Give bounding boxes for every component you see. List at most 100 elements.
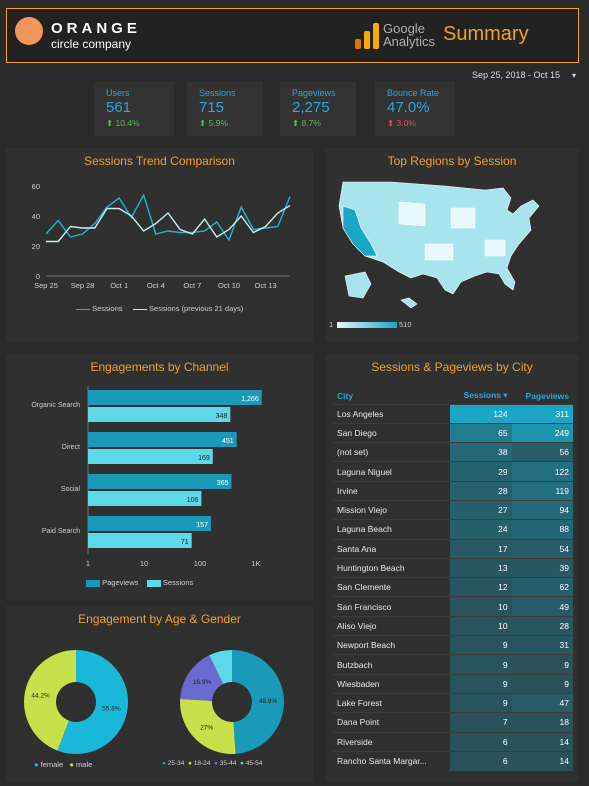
table-row[interactable]: (not set) 38 56	[333, 442, 573, 462]
bar-pageviews	[88, 432, 237, 447]
city-cell: Aliso Viejo	[333, 615, 450, 636]
city-cell: Irvine	[333, 480, 450, 501]
sessions-cell: 27	[449, 499, 512, 520]
table-row[interactable]: Los Angeles 124 311	[333, 403, 573, 424]
sessions-cell: 9	[449, 635, 512, 655]
sessions-cell: 10	[449, 596, 512, 617]
sessions-cell: 9	[449, 654, 512, 675]
date-range-selector[interactable]: Sep 25, 2018 - Oct 15	[472, 70, 561, 80]
pageviews-cell: 54	[511, 538, 573, 559]
city-cell: San Francisco	[333, 596, 450, 617]
age-slice-1	[179, 699, 236, 754]
y-tick-label: 60	[32, 182, 40, 191]
table-row[interactable]: Huntington Beach 13 39	[333, 557, 573, 578]
city-cell: Huntington Beach	[333, 557, 450, 578]
x-tick-label: 100	[194, 559, 207, 568]
sessions-cell: 29	[449, 461, 512, 482]
table-row[interactable]: Wiesbaden 9 9	[333, 673, 573, 694]
age-gender-pies: 55.8% 44.2% 48.9% 27% 16.9%	[24, 650, 285, 754]
table-row[interactable]: San Clemente 12 62	[333, 577, 573, 597]
table-row[interactable]: Laguna Niguel 29 122	[333, 461, 573, 482]
x-tick-label: Sep 28	[71, 281, 95, 290]
table-row[interactable]: San Francisco 10 49	[333, 596, 573, 617]
pageviews-cell: 9	[511, 673, 573, 694]
legend-dot-female: ●	[34, 760, 39, 769]
pageviews-cell: 47	[511, 692, 573, 713]
us-map[interactable]	[325, 148, 579, 342]
age-slice-label: 27%	[200, 725, 213, 732]
city-cell: Laguna Beach	[333, 519, 450, 540]
category-label: Paid Search	[42, 528, 80, 535]
pageviews-cell: 62	[511, 577, 573, 597]
y-tick-label: 20	[32, 242, 40, 251]
table-row[interactable]: Lake Forest 9 47	[333, 692, 573, 713]
category-label: Organic Search	[31, 402, 80, 409]
sessions-cell: 17	[449, 538, 512, 559]
city-cell: Mission Viejo	[333, 499, 450, 520]
x-tick-label: Oct 7	[183, 281, 201, 290]
arrow-up-icon: ⬆	[387, 118, 395, 128]
kpi-pageviews: Pageviews 2,275 ⬆ 8.7%	[280, 82, 356, 136]
bar-sessions	[88, 491, 202, 506]
table-row[interactable]: Dana Point 7 18	[333, 712, 573, 733]
kpi-label: Bounce Rate	[387, 88, 440, 98]
bar-pageviews	[88, 390, 262, 405]
kpi-change: ⬆ 8.7%	[292, 118, 321, 128]
pageviews-cell: 14	[511, 750, 573, 771]
bar-value-label: 365	[217, 480, 229, 487]
age-legend: ● 25-34 ● 18-24 ● 35-44 ● 45-54	[162, 760, 263, 767]
chart-legend: Sessions Sessions (previous 21 days)	[76, 304, 243, 313]
age-slice-0	[232, 650, 285, 754]
pageviews-cell: 122	[511, 461, 573, 482]
col-header-sessions[interactable]: Sessions ▾	[463, 390, 508, 401]
city-cell: Dana Point	[333, 712, 450, 733]
table-row[interactable]: Irvine 28 119	[333, 480, 573, 501]
sessions-cell: 65	[449, 422, 512, 443]
google-analytics-icon	[355, 23, 379, 49]
pageviews-cell: 88	[511, 519, 573, 540]
pageviews-cell: 31	[511, 635, 573, 655]
legend-line-sessions	[76, 308, 90, 310]
age-slice-3	[209, 650, 232, 685]
sessions-cell: 10	[449, 615, 512, 636]
col-header-city[interactable]: City	[337, 390, 354, 401]
table-row[interactable]: San Diego 65 249	[333, 422, 573, 443]
sessions-cell: 7	[449, 712, 512, 733]
table-row[interactable]: Newport Beach 9 31	[333, 635, 573, 655]
kpi-value: 561	[106, 99, 132, 116]
panel-title: Top Regions by Session	[387, 154, 517, 168]
city-cell: Rancho Santa Margar...	[333, 750, 450, 771]
city-cell: (not set)	[333, 442, 450, 462]
pageviews-cell: 119	[511, 480, 573, 501]
sessions-cell: 6	[449, 750, 512, 771]
pageviews-cell: 28	[511, 615, 573, 636]
kpi-label: Sessions	[199, 88, 236, 98]
bar-value-label: 157	[196, 522, 208, 529]
table-row[interactable]: Santa Ana 17 54	[333, 538, 573, 559]
table-row[interactable]: Butzbach 9 9	[333, 654, 573, 675]
bar-value-label: 169	[198, 455, 210, 462]
gender-legend: ● female ● male	[34, 760, 93, 769]
city-cell: Laguna Niguel	[333, 461, 450, 482]
table-row[interactable]: Rancho Santa Margar... 6 14	[333, 750, 573, 771]
x-tick-label: Oct 13	[255, 281, 277, 290]
orange-circle-logo-icon	[15, 17, 43, 45]
table-row[interactable]: Aliso Viejo 10 28	[333, 615, 573, 636]
kpi-bounce-rate: Bounce Rate 47.0% ⬆ 3.0%	[375, 82, 455, 136]
city-cell: Santa Ana	[333, 538, 450, 559]
city-cell: Riverside	[333, 731, 450, 752]
x-tick-label: Oct 1	[110, 281, 128, 290]
kpi-value: 47.0%	[387, 99, 430, 116]
table-row[interactable]: Mission Viejo 27 94	[333, 499, 573, 520]
city-cell: Los Angeles	[333, 403, 450, 424]
chevron-down-icon[interactable]: ▾	[572, 71, 577, 80]
pageviews-cell: 94	[511, 499, 573, 520]
table-row[interactable]: Riverside 6 14	[333, 731, 573, 752]
bar-value-label: 71	[181, 539, 189, 546]
city-cell: Newport Beach	[333, 635, 450, 655]
col-header-pageviews[interactable]: Pageviews	[525, 390, 569, 401]
sessions-cell: 6	[449, 731, 512, 752]
table-row[interactable]: Laguna Beach 24 88	[333, 519, 573, 540]
sessions-cell: 13	[449, 557, 512, 578]
pageviews-cell: 56	[511, 442, 573, 462]
